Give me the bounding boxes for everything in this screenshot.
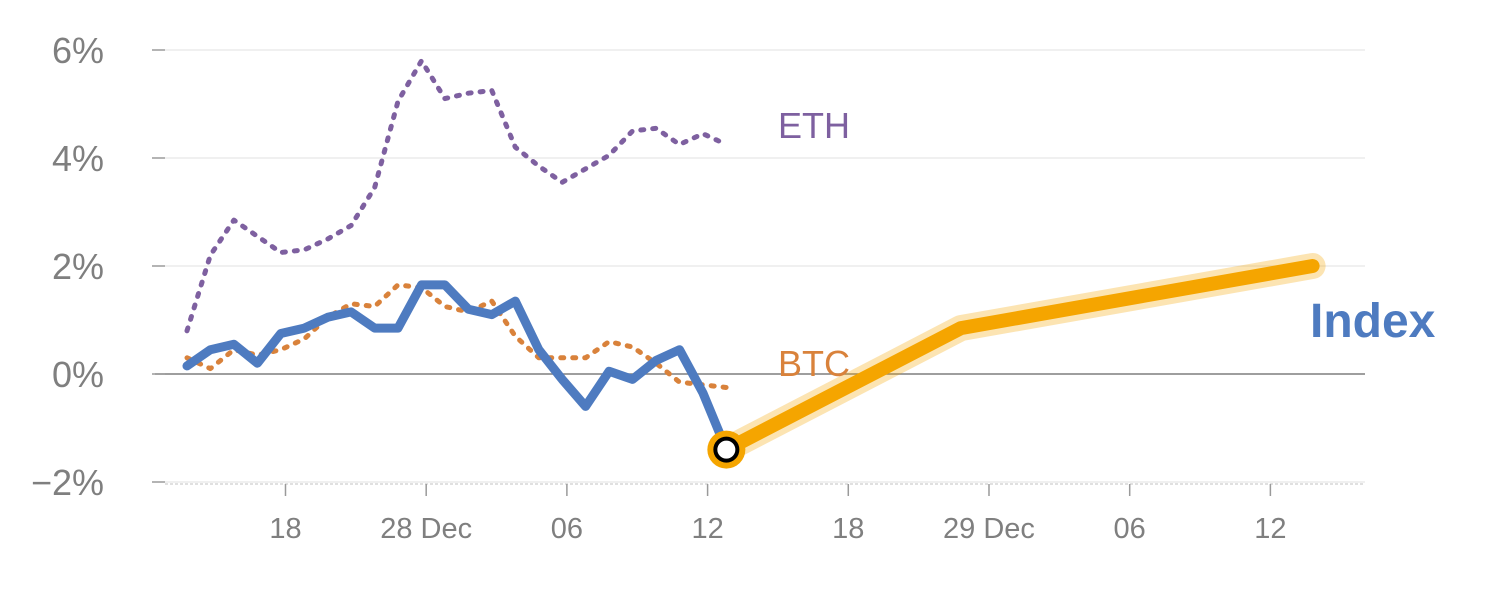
current-value-marker [713,436,740,463]
x-tick-label: 06 [551,513,583,545]
grid-lines [155,49,1365,483]
projection-line [719,259,1320,457]
index-series-label: Index [1310,295,1436,348]
y-tick-label: 4% [52,138,104,179]
x-tick-label: 12 [691,513,723,545]
btc-series-label: BTC [778,343,850,384]
y-tick-label: 0% [52,354,104,395]
series-labels: ETH BTC Index [778,105,1436,384]
x-tick-label: 28 Dec [380,513,472,545]
series-lines [182,58,1326,469]
y-tick-label: −2% [31,462,104,503]
y-tick-label: 2% [52,246,104,287]
x-tick-label: 18 [832,513,864,545]
y-tick-label: 6% [52,30,104,71]
btc-series-line [184,282,729,390]
x-tick-label: 29 Dec [943,513,1035,545]
eth-series-label: ETH [778,105,850,146]
eth-series-line [184,58,729,334]
x-tick-label: 12 [1254,513,1286,545]
x-tick-label: 06 [1114,513,1146,545]
axes: −2% 0% 2% 4% 6% 18 28 Dec 06 12 18 29 Dec 06 12 [31,30,1365,545]
index-series-line [182,280,731,455]
x-tick-label: 18 [269,513,301,545]
